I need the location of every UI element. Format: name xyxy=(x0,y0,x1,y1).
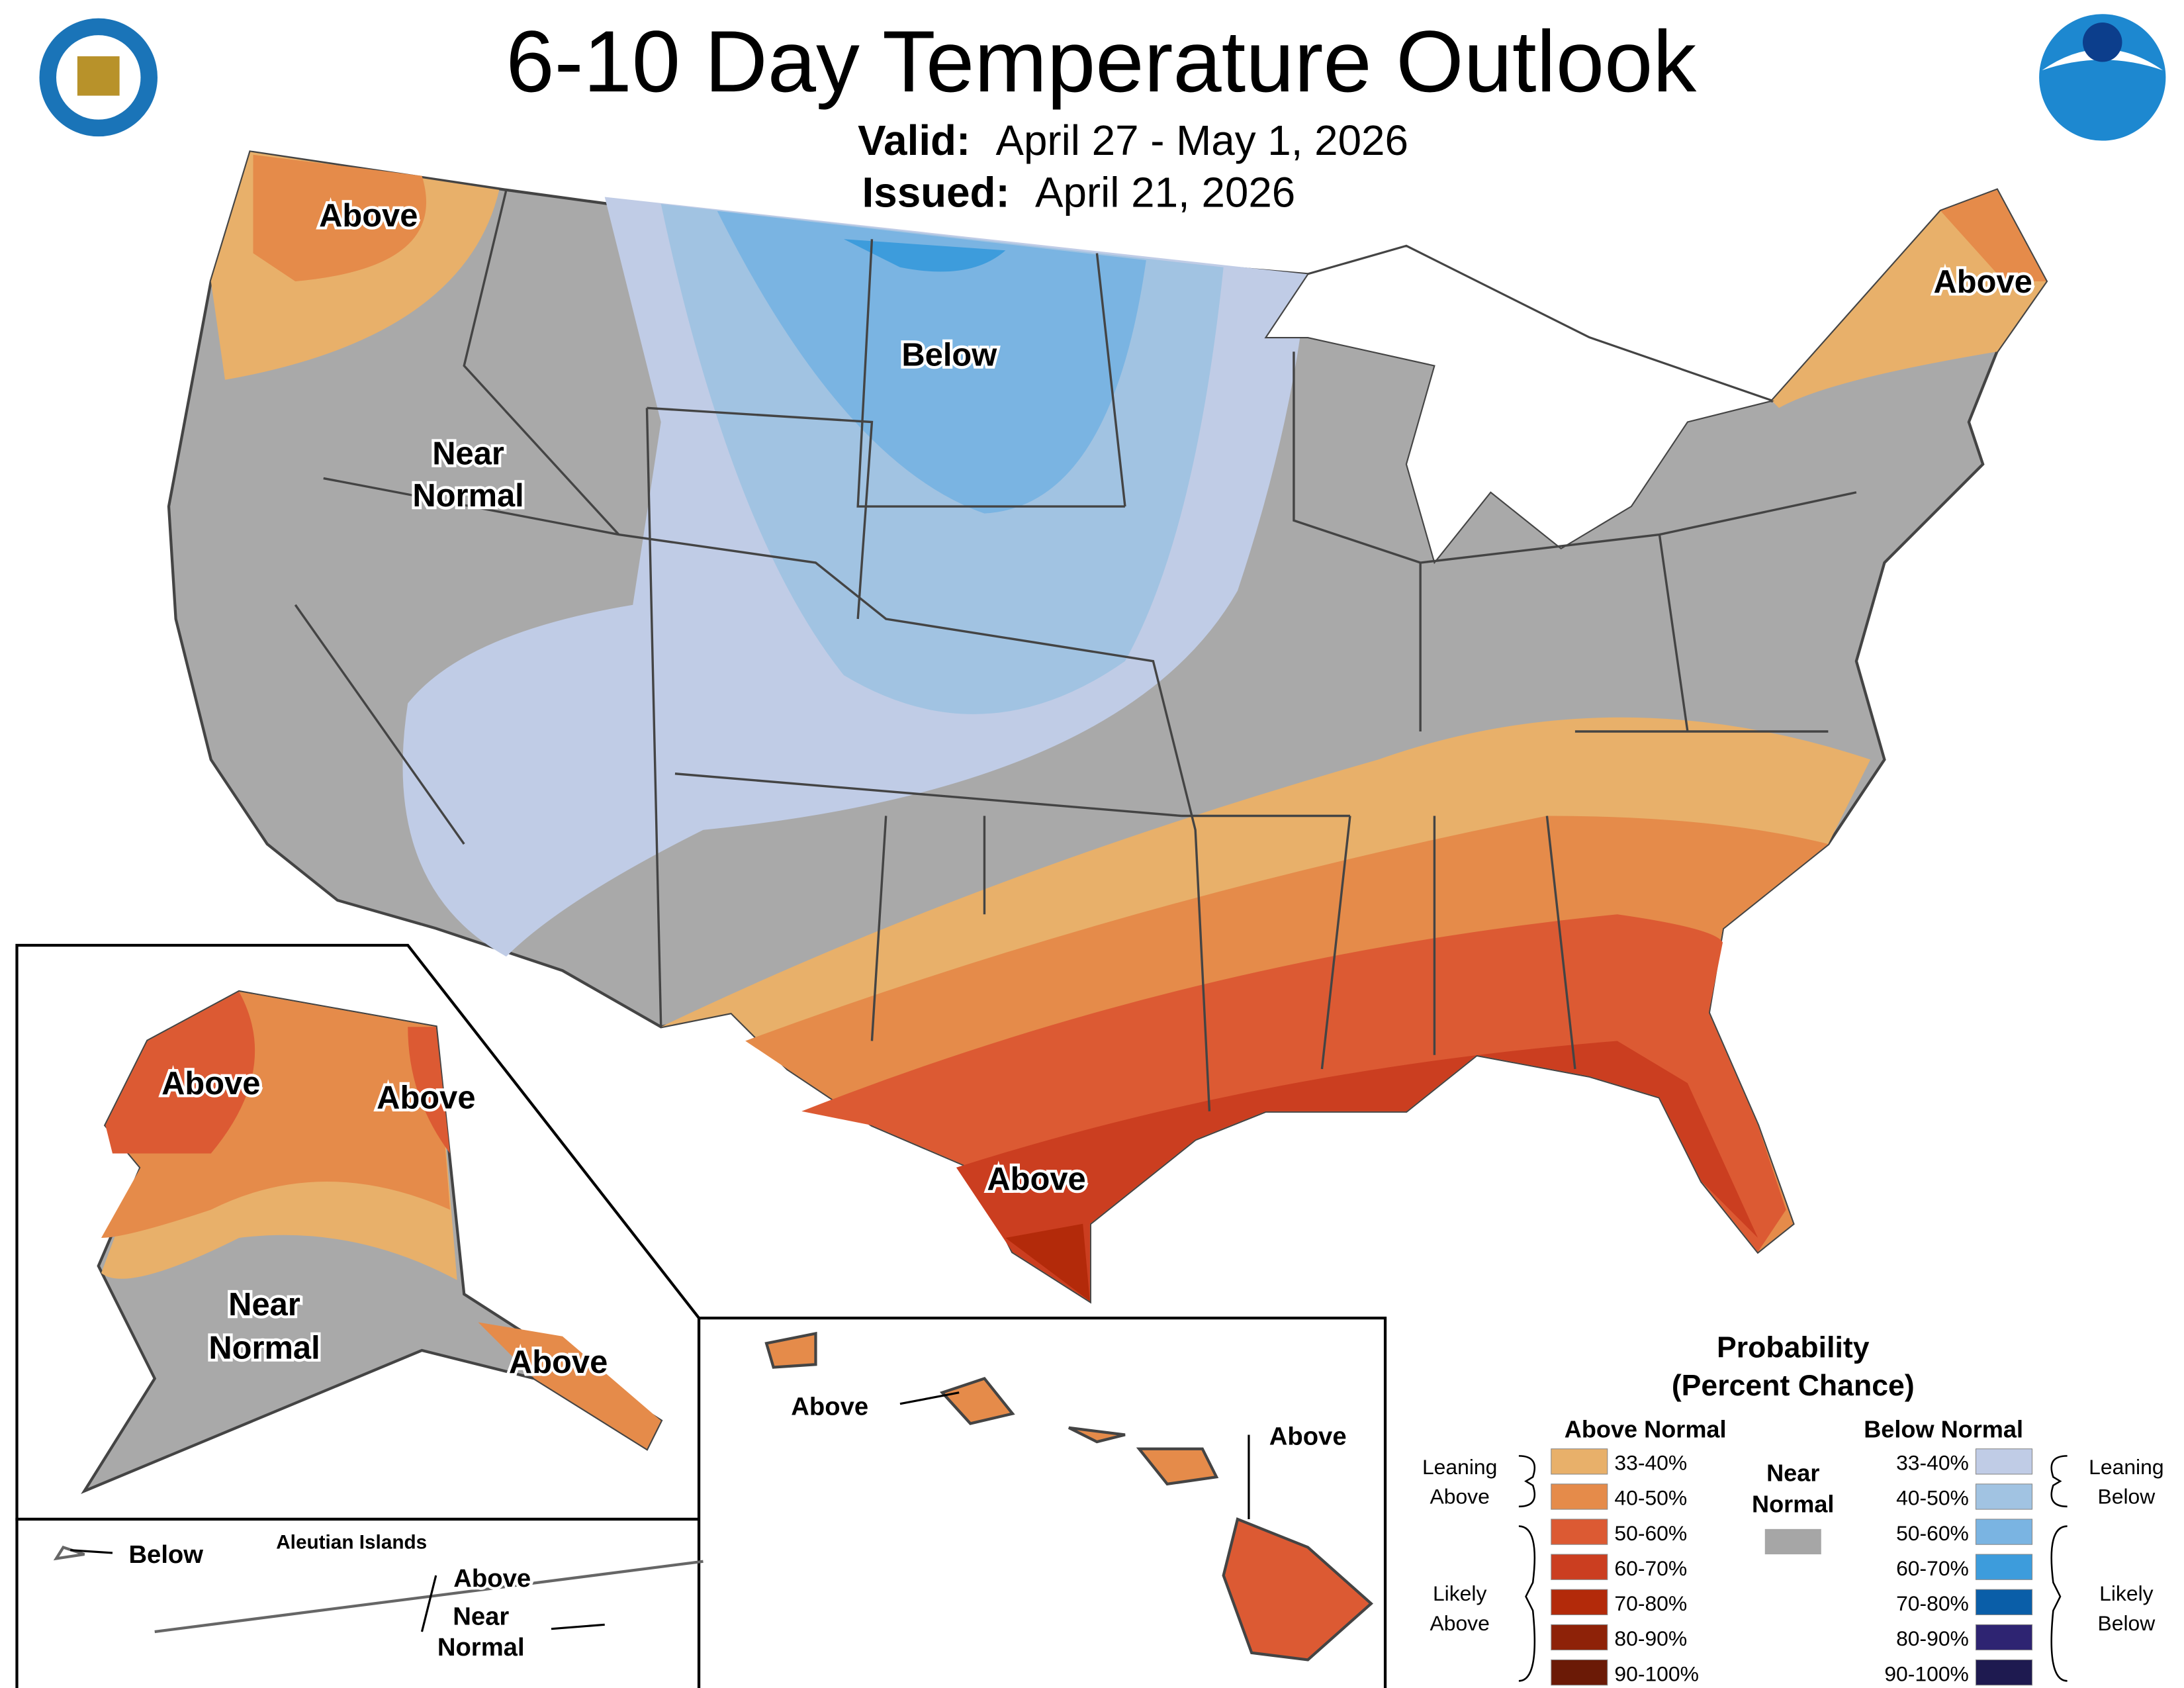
alaska xyxy=(81,990,663,1494)
region-label: Above xyxy=(319,198,418,234)
inset-title: Aleutian Islands xyxy=(276,1532,427,1554)
conus xyxy=(167,150,2048,1304)
legend-group: Leaning xyxy=(1422,1455,1497,1479)
legend-swatch xyxy=(1975,1589,2033,1615)
legend-label: 90-100% xyxy=(1884,1662,1969,1685)
legend-brace xyxy=(1518,1525,1536,1682)
noaa-logo xyxy=(2039,14,2166,141)
legend-label: 40-50% xyxy=(1614,1486,1687,1510)
legend-label: 80-90% xyxy=(1614,1626,1687,1650)
legend-group: Above xyxy=(1430,1611,1489,1635)
legend-label: 33-40% xyxy=(1614,1451,1687,1475)
region-label: Normal xyxy=(208,1331,320,1366)
legend-swatch xyxy=(1975,1659,2033,1686)
legend-group: Above xyxy=(1430,1485,1489,1509)
region-label: Above xyxy=(161,1066,260,1102)
valid-date: April 27 - May 1, 2026 xyxy=(995,117,1408,164)
legend-swatch xyxy=(1551,1659,1608,1686)
issued-date: April 21, 2026 xyxy=(1035,168,1295,216)
legend-swatch xyxy=(1551,1483,1608,1510)
legend-group: Likely xyxy=(2099,1581,2154,1605)
title: 6-10 Day Temperature Outlook xyxy=(506,13,1697,110)
region-label: Above xyxy=(1269,1422,1347,1450)
region-label: Above xyxy=(791,1393,868,1421)
legend-near: Near xyxy=(1766,1460,1819,1487)
region-label: Near xyxy=(453,1602,509,1630)
legend-swatch xyxy=(1975,1483,2033,1510)
legend-label: 60-70% xyxy=(1896,1556,1969,1580)
legend-group: Likely xyxy=(1433,1581,1487,1605)
legend-swatch xyxy=(1975,1554,2033,1580)
legend-label: 80-90% xyxy=(1896,1626,1969,1650)
region-label: Above xyxy=(377,1080,475,1115)
region-label: Below xyxy=(901,338,997,373)
region-label: Near xyxy=(228,1287,300,1323)
legend-swatch xyxy=(1551,1589,1608,1615)
legend-label: 40-50% xyxy=(1896,1486,1969,1510)
legend-swatch xyxy=(1551,1554,1608,1580)
valid-label: Valid: xyxy=(858,117,970,164)
region-label: Above xyxy=(987,1162,1085,1197)
legend-label: 50-60% xyxy=(1614,1521,1687,1545)
legend-group: Below xyxy=(2097,1485,2156,1509)
region-label: Normal xyxy=(412,478,523,514)
legend-header: Above Normal xyxy=(1565,1416,1727,1443)
region-label: Below xyxy=(128,1540,203,1569)
commerce-logo xyxy=(39,18,158,137)
region-label: Above xyxy=(509,1344,608,1380)
legend-swatch xyxy=(1975,1519,2033,1545)
legend-swatch xyxy=(1551,1519,1608,1545)
legend-title: Probability xyxy=(1717,1332,1870,1364)
legend-brace xyxy=(2050,1525,2068,1682)
issued-label: Issued: xyxy=(862,168,1010,216)
region-label: Normal xyxy=(437,1633,525,1662)
legend-label: 70-80% xyxy=(1896,1591,1969,1615)
aleutian-frame xyxy=(15,1517,701,1688)
legend-swatch xyxy=(1551,1448,1608,1475)
legend-near: Normal xyxy=(1752,1490,1834,1517)
legend-label: 33-40% xyxy=(1896,1451,1969,1475)
region-label: Above xyxy=(1933,264,2032,300)
hawaii xyxy=(764,1331,1373,1662)
region-label: Above xyxy=(453,1564,531,1593)
hawaii-frame xyxy=(697,1316,1387,1688)
legend-label: 70-80% xyxy=(1614,1591,1687,1615)
legend-swatch xyxy=(1551,1624,1608,1651)
legend-header: Below Normal xyxy=(1864,1416,2023,1443)
legend-label: 60-70% xyxy=(1614,1556,1687,1580)
legend-brace xyxy=(1518,1455,1536,1508)
legend-swatch xyxy=(1975,1624,2033,1651)
legend-brace xyxy=(2050,1455,2068,1508)
region-label: Near xyxy=(432,436,504,471)
legend-label: 50-60% xyxy=(1896,1521,1969,1545)
legend-title: (Percent Chance) xyxy=(1672,1370,1915,1402)
legend-label: 90-100% xyxy=(1614,1662,1699,1685)
legend-swatch xyxy=(1764,1528,1821,1555)
legend-swatch xyxy=(1975,1448,2033,1475)
legend: Probability (Percent Chance) Above Normal B… xyxy=(1422,1332,2164,1686)
legend-group: Leaning xyxy=(2089,1455,2163,1479)
legend-group: Below xyxy=(2097,1611,2156,1635)
leader-lines xyxy=(70,1391,1250,1632)
